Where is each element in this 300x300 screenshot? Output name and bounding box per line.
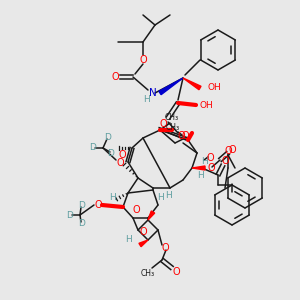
Text: O: O	[172, 267, 180, 277]
Text: D: D	[105, 134, 111, 142]
Text: O: O	[116, 158, 124, 168]
Text: H: H	[196, 170, 203, 179]
Text: O: O	[94, 200, 102, 210]
Polygon shape	[139, 240, 148, 247]
Text: O: O	[221, 156, 229, 166]
Text: H: H	[157, 194, 164, 202]
Text: O: O	[177, 131, 185, 141]
Text: O: O	[139, 227, 147, 237]
Text: H: H	[202, 158, 208, 166]
Text: N: N	[149, 88, 157, 98]
Text: O: O	[161, 243, 169, 253]
Polygon shape	[148, 211, 155, 220]
Text: H: H	[109, 194, 116, 202]
Text: O: O	[111, 72, 119, 82]
Text: O: O	[118, 150, 126, 160]
Text: CH₃: CH₃	[165, 113, 179, 122]
Text: H: H	[165, 190, 171, 200]
Text: O: O	[224, 146, 232, 156]
Text: O: O	[159, 119, 167, 129]
Polygon shape	[159, 78, 183, 95]
Text: CH₃: CH₃	[166, 122, 180, 131]
Text: O: O	[181, 131, 189, 141]
Text: OH: OH	[200, 100, 214, 109]
Text: CH₃: CH₃	[141, 268, 155, 278]
Text: OH: OH	[207, 83, 221, 92]
Text: D: D	[79, 200, 86, 209]
Text: D: D	[79, 218, 86, 227]
Text: D: D	[90, 143, 96, 152]
Text: O: O	[139, 55, 147, 65]
Text: O: O	[208, 163, 216, 173]
Polygon shape	[192, 166, 205, 170]
Text: D: D	[108, 148, 114, 158]
Text: D: D	[67, 211, 73, 220]
Text: H: H	[142, 95, 149, 104]
Text: O: O	[132, 205, 140, 215]
Polygon shape	[183, 78, 201, 90]
Text: O: O	[228, 145, 236, 155]
Text: H: H	[124, 236, 131, 244]
Text: O: O	[206, 153, 214, 163]
